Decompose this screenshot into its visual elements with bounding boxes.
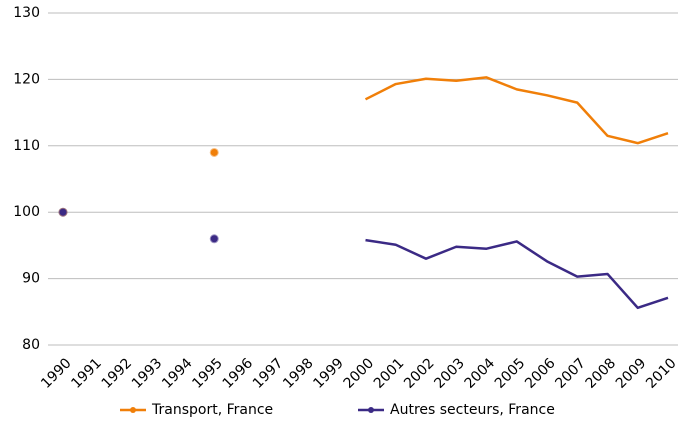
- y-tick-label: 80: [22, 337, 40, 353]
- x-tick-label: 2003: [431, 355, 468, 392]
- y-tick-label: 110: [13, 138, 40, 154]
- legend-marker: [368, 407, 374, 413]
- x-tick-label: 1993: [129, 355, 166, 392]
- x-tick-label: 2001: [371, 355, 408, 392]
- data-point: [209, 234, 219, 244]
- x-tick-label: 1990: [38, 355, 75, 392]
- y-tick-label: 120: [13, 71, 40, 87]
- x-tick-label: 2004: [462, 355, 499, 392]
- x-tick-label: 1996: [220, 355, 257, 392]
- x-tick-label: 1998: [280, 355, 317, 392]
- x-tick-label: 1999: [310, 355, 347, 392]
- x-tick-label: 1995: [189, 355, 226, 392]
- x-tick-label: 1994: [159, 355, 196, 392]
- x-tick-label: 1997: [250, 355, 287, 392]
- y-tick-label: 100: [13, 204, 40, 220]
- legend-label: Autres secteurs, France: [390, 402, 555, 418]
- legend-marker: [130, 407, 136, 413]
- data-point: [209, 147, 219, 157]
- x-tick-label: 1991: [68, 355, 105, 392]
- line: [365, 238, 669, 310]
- legend-label: Transport, France: [151, 402, 273, 418]
- x-tick-label: 2010: [643, 355, 680, 392]
- line: [364, 76, 669, 145]
- x-tick-label: 2009: [613, 355, 650, 392]
- data-point: [58, 207, 68, 217]
- x-tick-label: 1992: [99, 355, 136, 392]
- x-tick-label: 2005: [492, 355, 529, 392]
- x-tick-label: 2007: [552, 355, 589, 392]
- x-tick-label: 2000: [341, 355, 378, 392]
- x-tick-label: 2008: [583, 355, 620, 392]
- y-tick-label: 130: [13, 5, 40, 21]
- x-tick-label: 2006: [522, 355, 559, 392]
- x-tick-label: 2002: [401, 355, 438, 392]
- y-tick-label: 90: [22, 271, 40, 287]
